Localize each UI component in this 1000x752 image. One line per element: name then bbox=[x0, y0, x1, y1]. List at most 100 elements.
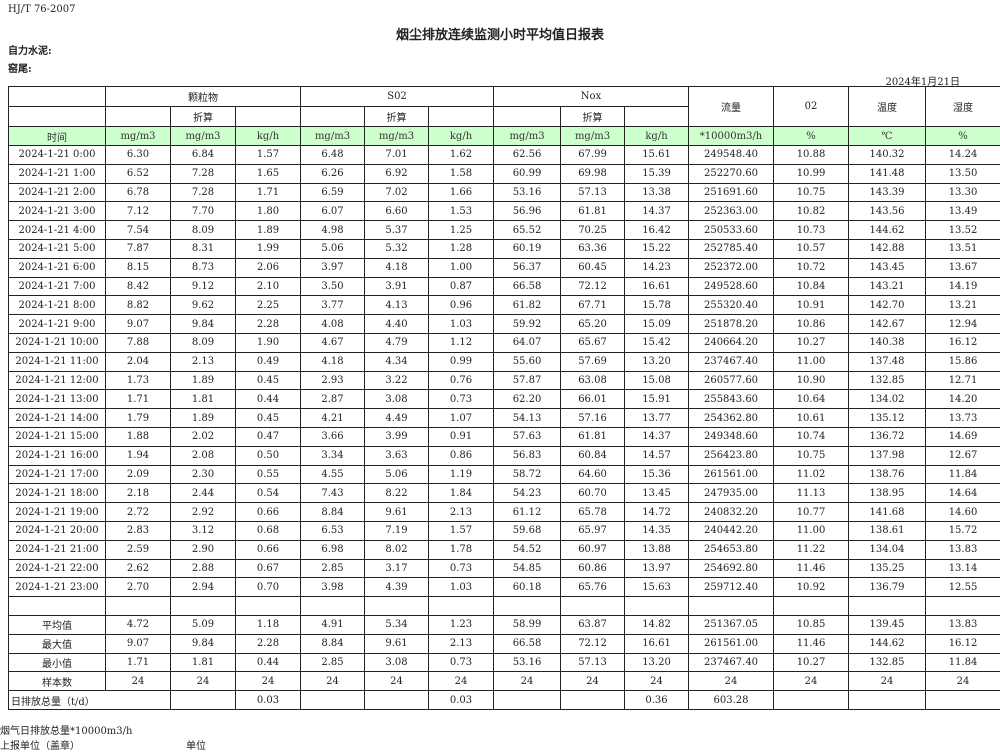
value-cell: 8.31 bbox=[171, 239, 236, 258]
value-cell: 249348.60 bbox=[689, 427, 774, 446]
value-cell: 0.66 bbox=[236, 540, 301, 559]
standard-code: HJ/T 76-2007 bbox=[8, 4, 76, 15]
empty-cell bbox=[774, 597, 849, 616]
value-cell: 10.91 bbox=[774, 296, 849, 315]
header-blank bbox=[106, 107, 171, 127]
stat-value: 16.12 bbox=[926, 634, 1000, 653]
stat-value: 4.72 bbox=[106, 615, 171, 634]
stat-value: 4.91 bbox=[301, 615, 365, 634]
daily-total-value: 603.28 bbox=[689, 691, 774, 710]
daily-total-value bbox=[561, 691, 625, 710]
value-cell: 10.75 bbox=[774, 183, 849, 202]
value-cell: 59.92 bbox=[494, 315, 561, 334]
value-cell: 11.00 bbox=[774, 352, 849, 371]
value-cell: 1.53 bbox=[429, 202, 494, 221]
value-cell: 135.25 bbox=[849, 559, 926, 578]
value-cell: 2.92 bbox=[171, 503, 236, 522]
unit-cell: mg/m3 bbox=[494, 127, 561, 146]
value-cell: 8.09 bbox=[171, 221, 236, 240]
stat-value: 24 bbox=[236, 672, 301, 691]
header-blank bbox=[494, 107, 561, 127]
value-cell: 138.95 bbox=[849, 484, 926, 503]
value-cell: 13.97 bbox=[625, 559, 689, 578]
group-header-particulate: 颗粒物 bbox=[106, 87, 301, 107]
unit-cell: ℃ bbox=[849, 127, 926, 146]
stat-value: 3.08 bbox=[365, 653, 429, 672]
value-cell: 6.98 bbox=[301, 540, 365, 559]
value-cell: 254692.80 bbox=[689, 559, 774, 578]
value-cell: 10.77 bbox=[774, 503, 849, 522]
stat-value: 9.07 bbox=[106, 634, 171, 653]
value-cell: 4.18 bbox=[301, 352, 365, 371]
reporter-label: 上报单位（盖章） bbox=[0, 737, 80, 752]
value-cell: 3.91 bbox=[365, 277, 429, 296]
header-converted: 折算 bbox=[171, 107, 236, 127]
value-cell: 138.61 bbox=[849, 521, 926, 540]
stat-value: 139.45 bbox=[849, 615, 926, 634]
value-cell: 252372.00 bbox=[689, 258, 774, 277]
daily-total-value bbox=[849, 691, 926, 710]
value-cell: 7.87 bbox=[106, 239, 171, 258]
value-cell: 13.38 bbox=[625, 183, 689, 202]
time-cell: 2024-1-21 10:00 bbox=[9, 333, 106, 352]
value-cell: 10.90 bbox=[774, 371, 849, 390]
time-cell: 2024-1-21 0:00 bbox=[9, 146, 106, 165]
value-cell: 57.87 bbox=[494, 371, 561, 390]
value-cell: 1.58 bbox=[429, 164, 494, 183]
value-cell: 61.81 bbox=[561, 202, 625, 221]
value-cell: 252363.00 bbox=[689, 202, 774, 221]
value-cell: 16.12 bbox=[926, 333, 1000, 352]
value-cell: 15.72 bbox=[926, 521, 1000, 540]
value-cell: 57.16 bbox=[561, 409, 625, 428]
value-cell: 7.88 bbox=[106, 333, 171, 352]
stat-value: 10.27 bbox=[774, 653, 849, 672]
value-cell: 15.39 bbox=[625, 164, 689, 183]
value-cell: 7.43 bbox=[301, 484, 365, 503]
value-cell: 141.48 bbox=[849, 164, 926, 183]
value-cell: 57.63 bbox=[494, 427, 561, 446]
value-cell: 4.18 bbox=[365, 258, 429, 277]
time-cell: 2024-1-21 3:00 bbox=[9, 202, 106, 221]
stat-value: 2.13 bbox=[429, 634, 494, 653]
value-cell: 58.72 bbox=[494, 465, 561, 484]
time-cell: 2024-1-21 16:00 bbox=[9, 446, 106, 465]
value-cell: 11.02 bbox=[774, 465, 849, 484]
value-cell: 72.12 bbox=[561, 277, 625, 296]
value-cell: 251691.60 bbox=[689, 183, 774, 202]
time-cell: 2024-1-21 11:00 bbox=[9, 352, 106, 371]
value-cell: 10.84 bbox=[774, 277, 849, 296]
stat-value: 1.18 bbox=[236, 615, 301, 634]
value-cell: 60.84 bbox=[561, 446, 625, 465]
value-cell: 252785.40 bbox=[689, 239, 774, 258]
value-cell: 11.13 bbox=[774, 484, 849, 503]
value-cell: 143.56 bbox=[849, 202, 926, 221]
value-cell: 8.82 bbox=[106, 296, 171, 315]
value-cell: 63.36 bbox=[561, 239, 625, 258]
stat-value: 8.84 bbox=[301, 634, 365, 653]
value-cell: 1.19 bbox=[429, 465, 494, 484]
value-cell: 10.72 bbox=[774, 258, 849, 277]
value-cell: 64.07 bbox=[494, 333, 561, 352]
time-cell: 2024-1-21 8:00 bbox=[9, 296, 106, 315]
time-cell: 2024-1-21 2:00 bbox=[9, 183, 106, 202]
header-temperature: 温度 bbox=[849, 87, 926, 127]
value-cell: 138.76 bbox=[849, 465, 926, 484]
value-cell: 14.72 bbox=[625, 503, 689, 522]
value-cell: 1.07 bbox=[429, 409, 494, 428]
value-cell: 10.88 bbox=[774, 146, 849, 165]
value-cell: 1.90 bbox=[236, 333, 301, 352]
unit-cell: kg/h bbox=[236, 127, 301, 146]
time-cell: 2024-1-21 6:00 bbox=[9, 258, 106, 277]
value-cell: 3.50 bbox=[301, 277, 365, 296]
value-cell: 1.79 bbox=[106, 409, 171, 428]
stat-value: 1.81 bbox=[171, 653, 236, 672]
value-cell: 2.10 bbox=[236, 277, 301, 296]
